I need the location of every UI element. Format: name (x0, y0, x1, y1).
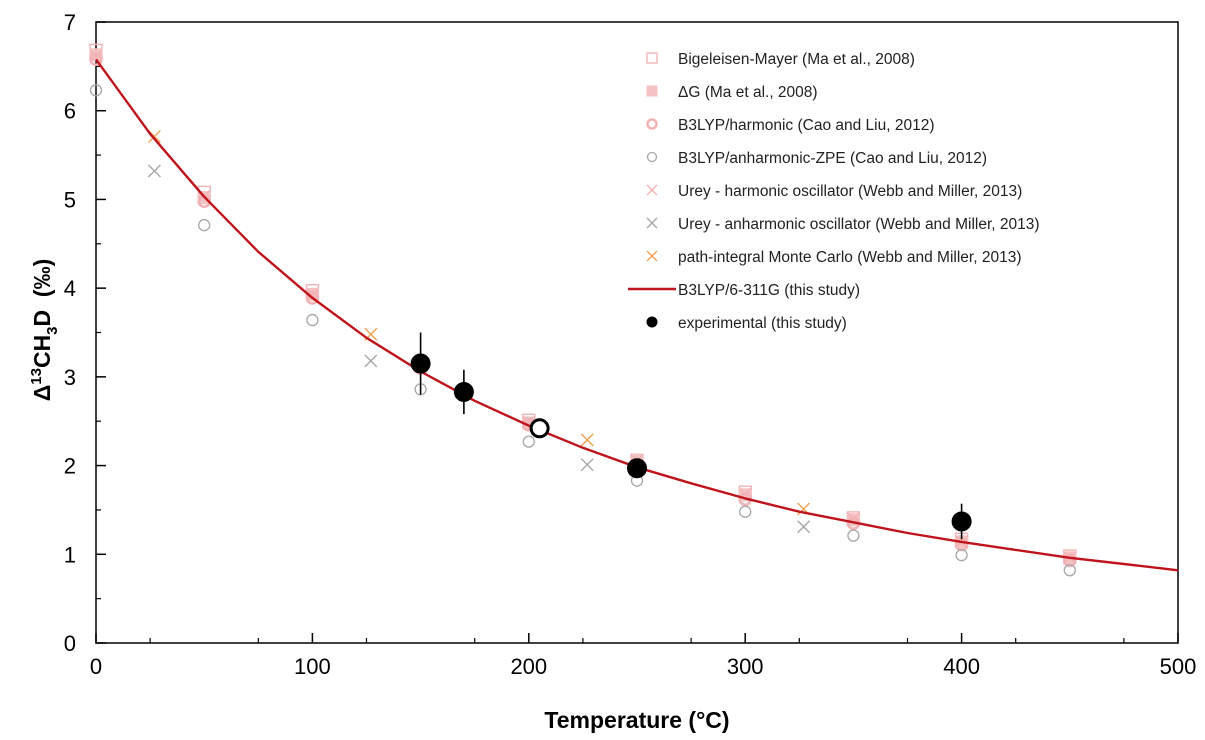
data-point (580, 433, 594, 447)
legend-label: Urey - anharmonic oscillator (Webb and M… (678, 216, 1040, 233)
series-3 (89, 84, 1076, 577)
x-tick-label: 300 (727, 654, 764, 679)
y-tick-label: 0 (64, 631, 76, 656)
series-6 (147, 129, 811, 516)
legend-swatch (646, 151, 658, 163)
data-point (522, 435, 535, 448)
data-point (306, 313, 319, 327)
y-axis-title: Δ13CH3D (‰) (28, 259, 61, 402)
data-point (364, 354, 378, 368)
legend-swatch (646, 85, 658, 97)
y-axis-title-d: D (29, 310, 55, 327)
legend-swatch (646, 217, 658, 229)
x-tick-label: 500 (1160, 654, 1197, 679)
legend-swatch (646, 118, 658, 130)
data-point (147, 164, 161, 178)
legend-label: path-integral Monte Carlo (Webb and Mill… (678, 249, 1021, 266)
x-tick-label: 200 (510, 654, 547, 679)
x-tick-label: 0 (90, 654, 102, 679)
y-tick-label: 3 (64, 365, 76, 390)
y-tick-label: 7 (64, 10, 76, 35)
legend-label: B3LYP/6-311G (this study) (678, 282, 860, 299)
legend-entry: Bigeleisen-Mayer (Ma et al., 2008) (646, 51, 915, 68)
legend-label: B3LYP/harmonic (Cao and Liu, 2012) (678, 117, 934, 134)
legend-entry: B3LYP/6-311G (this study) (628, 282, 860, 299)
data-point (305, 291, 320, 305)
data-point (739, 505, 752, 518)
y-tick-label: 2 (64, 454, 76, 479)
b3lyp-curve (95, 58, 1179, 572)
legend-entry: path-integral Monte Carlo (Webb and Mill… (646, 249, 1021, 266)
legend: Bigeleisen-Mayer (Ma et al., 2008) ΔG (Ma… (628, 51, 1040, 332)
experimental-point (453, 381, 474, 402)
data-point (847, 529, 860, 542)
y-axis-title-delta: Δ (29, 385, 55, 402)
series-5 (147, 164, 811, 534)
legend-entry: ΔG (Ma et al., 2008) (646, 84, 818, 101)
data-point (305, 288, 319, 302)
data-point (89, 52, 103, 67)
experimental-point (627, 458, 647, 479)
data-point (955, 549, 968, 562)
x-tick-label: 100 (294, 654, 331, 679)
legend-swatch (646, 316, 658, 328)
data-point (1063, 553, 1077, 568)
data-point (89, 84, 103, 97)
experimental-open-point (529, 418, 550, 439)
x-tick-label: 400 (943, 654, 980, 679)
x-axis-title: Temperature (°C) (544, 707, 729, 733)
data-point (580, 458, 594, 472)
experimental-series (410, 332, 972, 540)
y-axis-title-unit: (‰) (29, 259, 55, 310)
legend-label: Urey - harmonic oscillator (Webb and Mil… (678, 183, 1022, 200)
legend-entry: B3LYP/harmonic (Cao and Liu, 2012) (646, 117, 934, 134)
axis-ticks: 0 100 200 300 400 500 0 1 2 3 4 5 6 7 (64, 10, 1197, 679)
legend-entry: Urey - harmonic oscillator (Webb and Mil… (646, 183, 1022, 200)
experimental-point (951, 511, 972, 532)
legend-label: experimental (this study) (678, 315, 847, 332)
legend-swatch (646, 184, 658, 196)
data-marks (89, 43, 1179, 577)
y-axis-title-ch: CH (29, 335, 55, 368)
experimental-point (410, 353, 431, 374)
data-point (89, 49, 103, 63)
legend-swatch (646, 52, 658, 64)
legend-entry: B3LYP/anharmonic-ZPE (Cao and Liu, 2012) (646, 150, 987, 167)
data-point (797, 520, 811, 534)
y-tick-label: 4 (64, 276, 76, 301)
y-axis-title-sup: 13 (28, 368, 45, 385)
data-point (198, 219, 211, 232)
legend-entry: experimental (this study) (646, 315, 847, 332)
legend-entry: Urey - anharmonic oscillator (Webb and M… (646, 216, 1040, 233)
legend-label: Bigeleisen-Mayer (Ma et al., 2008) (678, 51, 915, 68)
y-axis-title-sub: 3 (44, 326, 61, 334)
legend-label: ΔG (Ma et al., 2008) (678, 84, 818, 101)
legend-label: B3LYP/anharmonic-ZPE (Cao and Liu, 2012) (678, 150, 987, 167)
y-tick-label: 5 (64, 187, 76, 212)
y-tick-label: 6 (64, 99, 76, 124)
y-tick-label: 1 (64, 542, 76, 567)
legend-swatch (646, 250, 658, 262)
data-point (1063, 564, 1076, 577)
